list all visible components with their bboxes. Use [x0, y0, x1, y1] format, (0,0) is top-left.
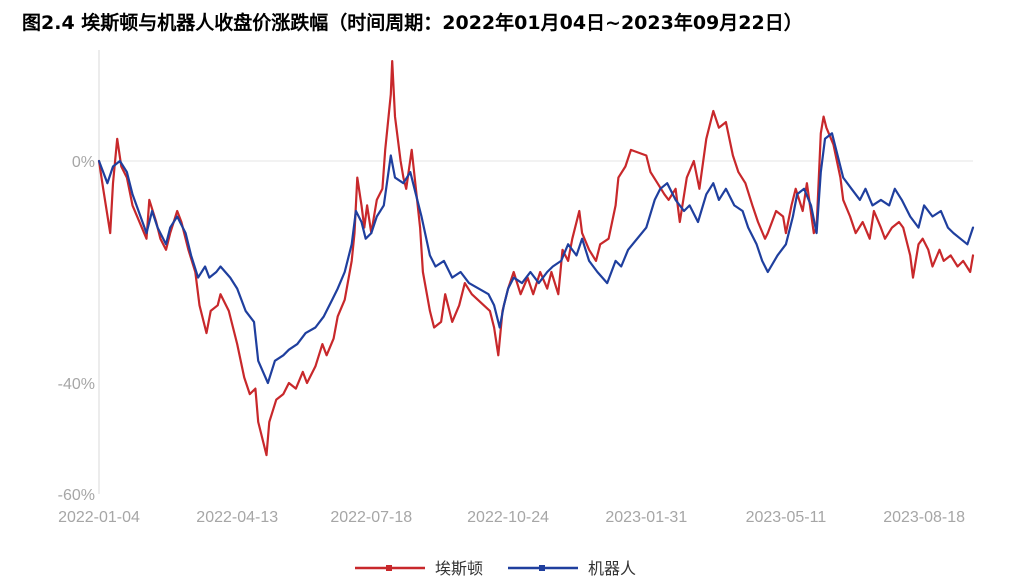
chart-title: 图2.4 埃斯顿与机器人收盘价涨跌幅（时间周期：2022年01月04日~2023… — [22, 12, 803, 34]
y-tick-label: -40% — [58, 376, 95, 393]
series-line-2 — [97, 132, 975, 385]
legend-item-2: 机器人 — [508, 559, 636, 578]
y-axis-ticks: 0% -40% -60% — [58, 154, 95, 504]
x-tick-label: 2023-08-18 — [883, 509, 965, 526]
x-tick-label: 2022-07-18 — [330, 509, 412, 526]
x-tick-label: 2022-04-13 — [196, 509, 278, 526]
legend-marker — [386, 565, 392, 571]
series-layer — [97, 59, 975, 457]
legend: 埃斯顿 机器人 — [355, 559, 636, 578]
y-tick-label: -60% — [58, 487, 95, 504]
legend-item-1: 埃斯顿 — [355, 559, 483, 578]
x-axis-ticks: 2022-01-04 2022-04-13 2022-07-18 2022-10-24… — [58, 509, 965, 526]
x-tick-label: 2022-01-04 — [58, 509, 140, 526]
legend-marker — [539, 565, 545, 571]
x-tick-label: 2022-10-24 — [467, 509, 549, 526]
x-tick-label: 2023-05-11 — [746, 509, 827, 526]
legend-label: 埃斯顿 — [435, 559, 483, 578]
y-tick-label: 0% — [72, 154, 95, 171]
legend-label: 机器人 — [588, 559, 636, 578]
x-tick-label: 2023-01-31 — [605, 509, 687, 526]
series-line-1 — [97, 59, 975, 457]
